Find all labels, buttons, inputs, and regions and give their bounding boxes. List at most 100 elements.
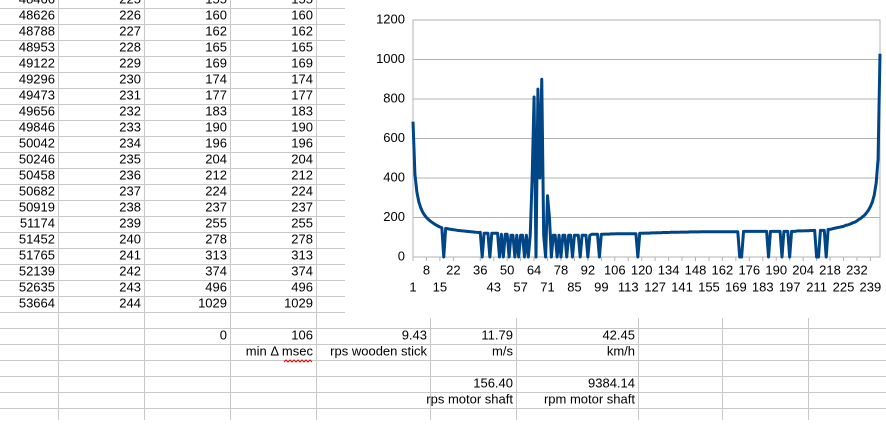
cell: 212 xyxy=(291,167,313,182)
cell: 162 xyxy=(205,23,227,38)
cell: 231 xyxy=(119,87,141,102)
cell: rps wooden stick xyxy=(330,343,427,358)
cell: 169 xyxy=(291,55,313,70)
cell: 162 xyxy=(291,23,313,38)
cell: 238 xyxy=(119,199,141,214)
cell: 50042 xyxy=(19,135,55,150)
cell: 1029 xyxy=(198,295,227,310)
cell: 224 xyxy=(205,183,227,198)
x-tick-label: 239 xyxy=(860,279,882,294)
x-tick-label: 1 xyxy=(409,279,416,294)
x-tick-label: 211 xyxy=(806,279,827,294)
x-tick-label: 169 xyxy=(725,279,747,294)
cell: 49846 xyxy=(19,119,55,134)
cell: 255 xyxy=(205,215,227,230)
cell: 49296 xyxy=(19,71,55,86)
cell: 48626 xyxy=(19,7,55,22)
x-tick-label: 22 xyxy=(446,262,460,277)
x-tick-label: 176 xyxy=(738,262,760,277)
y-tick-label: 200 xyxy=(383,209,405,224)
cell: 52635 xyxy=(19,279,55,294)
cell: 243 xyxy=(119,279,141,294)
x-tick-label: 106 xyxy=(604,262,626,277)
x-tick-label: 92 xyxy=(581,262,595,277)
cell: 225 xyxy=(119,0,141,6)
x-tick-label: 57 xyxy=(513,279,527,294)
cell: m/s xyxy=(492,343,513,358)
x-tick-label: 232 xyxy=(846,262,868,277)
cell: 165 xyxy=(205,39,227,54)
cell: 240 xyxy=(119,231,141,246)
y-tick-label: 800 xyxy=(383,90,405,105)
x-tick-label: 15 xyxy=(433,279,447,294)
x-tick-label: 113 xyxy=(618,279,639,294)
cell: 230 xyxy=(119,71,141,86)
cell: 242 xyxy=(119,263,141,278)
cell: 11.79 xyxy=(481,327,513,342)
cell: 1029 xyxy=(284,295,313,310)
cell: 50682 xyxy=(19,183,55,198)
x-tick-label: 36 xyxy=(473,262,487,277)
cell: 233 xyxy=(119,119,141,134)
cell: 236 xyxy=(119,167,141,182)
chart-area xyxy=(345,0,886,318)
cell: 155 xyxy=(205,0,227,6)
x-tick-label: 218 xyxy=(819,262,841,277)
x-tick-label: 127 xyxy=(644,279,666,294)
cell: 196 xyxy=(205,135,227,150)
cell: rpm motor shaft xyxy=(544,391,635,406)
cell: 49122 xyxy=(19,55,55,70)
x-tick-label: 141 xyxy=(671,279,693,294)
x-tick-label: 120 xyxy=(631,262,653,277)
cell: 244 xyxy=(119,295,141,310)
y-tick-label: 1000 xyxy=(376,51,405,66)
cell: 51174 xyxy=(20,215,55,230)
y-tick-label: 0 xyxy=(398,248,405,263)
x-tick-label: 43 xyxy=(486,279,500,294)
cell: 237 xyxy=(291,199,313,214)
cell: 174 xyxy=(291,71,313,86)
cell: 177 xyxy=(291,87,313,102)
x-tick-label: 85 xyxy=(567,279,581,294)
cell: 177 xyxy=(205,87,227,102)
cell: 226 xyxy=(119,7,141,22)
cell: 48788 xyxy=(19,23,55,38)
cell: 196 xyxy=(291,135,313,150)
x-tick-label: 162 xyxy=(712,262,734,277)
cell: 313 xyxy=(291,247,313,262)
cell: 228 xyxy=(119,39,141,54)
x-tick-label: 204 xyxy=(792,262,814,277)
cell: 224 xyxy=(291,183,313,198)
cell: 52139 xyxy=(19,263,55,278)
x-tick-label: 148 xyxy=(685,262,707,277)
cell: 51765 xyxy=(19,247,55,262)
cells: 4846622515515548626226160160487882271621… xyxy=(19,0,636,406)
cell: 227 xyxy=(119,23,141,38)
cell: 50246 xyxy=(19,151,55,166)
x-tick-label: 50 xyxy=(500,262,514,277)
cell: 48466 xyxy=(19,0,55,6)
cell: min Δ msec xyxy=(246,343,314,358)
x-tick-label: 8 xyxy=(423,262,430,277)
x-tick-label: 78 xyxy=(554,262,568,277)
cell: 374 xyxy=(205,263,227,278)
cell: 190 xyxy=(205,119,227,134)
cell: 496 xyxy=(291,279,313,294)
data-line xyxy=(411,53,882,259)
cell: 212 xyxy=(205,167,227,182)
cell: 496 xyxy=(205,279,227,294)
x-tick-label: 71 xyxy=(540,279,554,294)
cell: 160 xyxy=(291,7,313,22)
cell: 183 xyxy=(291,103,313,118)
cell: 239 xyxy=(119,215,141,230)
y-tick-label: 400 xyxy=(383,169,405,184)
cell: km/h xyxy=(607,343,635,358)
cell: 237 xyxy=(119,183,141,198)
cell: 374 xyxy=(291,263,313,278)
cell: 278 xyxy=(291,231,313,246)
x-tick-label: 197 xyxy=(779,279,801,294)
x-tick-label: 225 xyxy=(833,279,855,294)
